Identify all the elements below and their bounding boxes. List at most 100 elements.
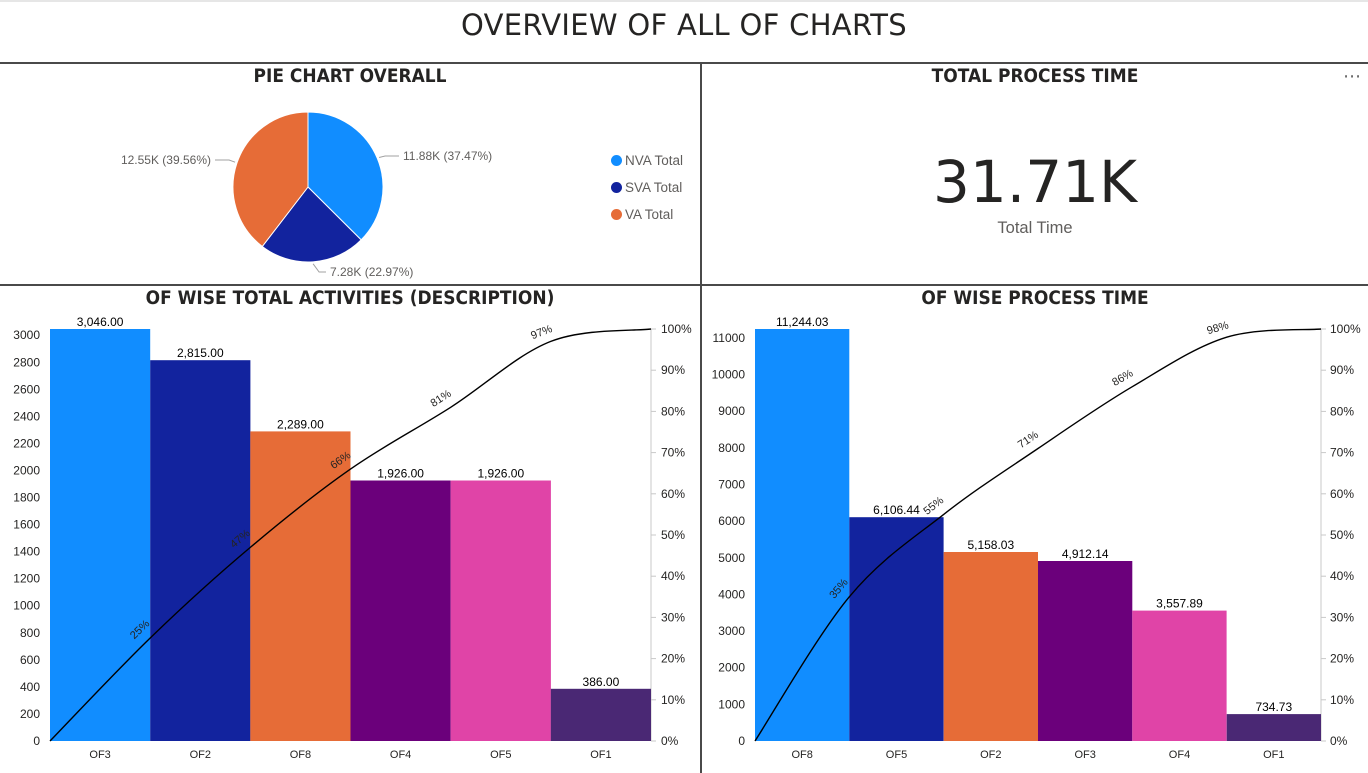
y2-tick-label: 80% <box>661 404 685 418</box>
y2-tick-label: 50% <box>661 528 685 542</box>
card-label: Total Time <box>997 219 1073 237</box>
y-tick-label: 1000 <box>718 697 745 711</box>
legend-label-sva: SVA Total <box>625 180 683 195</box>
x-tick-label: OF4 <box>390 749 411 761</box>
y2-tick-label: 90% <box>661 363 685 377</box>
y-tick-label: 8000 <box>718 441 745 455</box>
y2-tick-label: 70% <box>1330 446 1354 460</box>
y-tick-label: 0 <box>738 734 745 748</box>
pie-slice-nva-total <box>307 111 384 241</box>
bar-of3 <box>1038 561 1133 741</box>
pie-leader-line <box>378 155 399 158</box>
bar-of2 <box>150 360 251 741</box>
bar-value-label: 6,106.44 <box>873 503 920 517</box>
bar-value-label: 386.00 <box>583 675 620 689</box>
bar-of4 <box>350 480 451 741</box>
panel-divider-vertical <box>700 62 702 773</box>
legend-label-nva: NVA Total <box>625 153 684 168</box>
y-tick-label: 1800 <box>13 491 40 505</box>
y-tick-label: 2800 <box>13 355 40 369</box>
card-value: 31.71K <box>932 148 1138 216</box>
cumulative-label: 55% <box>921 494 946 517</box>
legend-item-va[interactable]: VA Total <box>611 207 673 222</box>
bar-value-label: 3,557.89 <box>1156 597 1203 611</box>
legend-label-va: VA Total <box>625 207 674 222</box>
x-tick-label: OF2 <box>980 749 1001 761</box>
y-tick-label: 0 <box>33 734 40 748</box>
cumulative-label: 97% <box>529 323 554 342</box>
card-title: TOTAL PROCESS TIME <box>931 66 1139 87</box>
x-tick-label: OF3 <box>89 749 110 761</box>
bar-value-label: 5,158.03 <box>967 538 1014 552</box>
cumulative-line <box>49 328 652 742</box>
bar-of8 <box>755 329 850 741</box>
y2-tick-label: 40% <box>661 569 685 583</box>
y2-tick-label: 10% <box>1330 693 1354 707</box>
bar-of5 <box>849 517 944 741</box>
bar-value-label: 3,046.00 <box>77 315 124 329</box>
panel-divider-middle <box>0 284 1368 286</box>
pie-chart: 11.88K (37.47%) 7.28K (22.97%) 12.55K (39.… <box>121 111 492 279</box>
pie-data-label: 11.88K (37.47%) <box>403 149 492 163</box>
bar-of4 <box>1132 610 1227 741</box>
bar-of3 <box>50 329 151 741</box>
y2-tick-label: 60% <box>1330 487 1354 501</box>
y-tick-label: 1400 <box>13 545 40 559</box>
activities-chart-title: OF WISE TOTAL ACTIVITIES (DESCRIPTION) <box>145 288 555 309</box>
process-time-chart-title: OF WISE PROCESS TIME <box>921 288 1149 309</box>
y-tick-label: 2600 <box>13 382 40 396</box>
bar-value-label: 1,926.00 <box>477 467 524 481</box>
x-tick-label: OF1 <box>590 749 611 761</box>
bar-value-label: 2,289.00 <box>277 417 324 431</box>
y2-tick-label: 10% <box>661 693 685 707</box>
y-tick-label: 10000 <box>712 368 746 382</box>
x-tick-label: OF5 <box>886 749 907 761</box>
y2-tick-label: 30% <box>1330 610 1354 624</box>
pie-data-label: 7.28K (22.97%) <box>330 265 413 279</box>
x-tick-label: OF8 <box>791 749 812 761</box>
y-tick-label: 1600 <box>13 518 40 532</box>
y2-tick-label: 100% <box>1330 322 1361 336</box>
pie-leader-line <box>312 263 326 273</box>
y-tick-label: 9000 <box>718 404 745 418</box>
top-rule <box>0 0 1368 2</box>
bar-value-label: 1,926.00 <box>377 467 424 481</box>
y2-tick-label: 0% <box>661 734 679 748</box>
bar-value-label: 2,815.00 <box>177 346 224 360</box>
y2-tick-label: 0% <box>1330 734 1348 748</box>
y-tick-label: 4000 <box>718 587 745 601</box>
more-options-icon[interactable]: ⋯ <box>1343 66 1362 86</box>
bar-of1 <box>550 688 651 741</box>
legend-item-sva[interactable]: SVA Total <box>611 180 682 195</box>
y-tick-label: 3000 <box>13 328 40 342</box>
y-tick-label: 200 <box>20 707 40 721</box>
cumulative-label: 71% <box>1016 429 1041 451</box>
bar-value-label: 4,912.14 <box>1062 547 1109 561</box>
y2-tick-label: 20% <box>661 652 685 666</box>
legend-item-nva[interactable]: NVA Total <box>611 153 683 168</box>
legend-dot-icon <box>611 209 622 220</box>
y-tick-label: 400 <box>20 680 40 694</box>
y2-tick-label: 100% <box>661 322 692 336</box>
bar-value-label: 11,244.03 <box>776 315 829 329</box>
cumulative-label: 98% <box>1206 319 1231 337</box>
page-title: OVERVIEW OF ALL OF CHARTS <box>460 8 908 42</box>
cumulative-label: 86% <box>1110 367 1135 389</box>
pie-slice-sva-total <box>261 186 362 263</box>
legend-dot-icon <box>611 155 622 166</box>
bar-of8 <box>250 431 351 741</box>
y-tick-label: 800 <box>20 626 40 640</box>
legend-dot-icon <box>611 182 622 193</box>
y-tick-label: 5000 <box>718 551 745 565</box>
cumulative-label: 81% <box>429 388 454 410</box>
x-tick-label: OF4 <box>1169 749 1190 761</box>
x-tick-label: OF3 <box>1074 749 1095 761</box>
bar-value-label: 734.73 <box>1255 700 1292 714</box>
y2-tick-label: 60% <box>661 487 685 501</box>
y2-tick-label: 30% <box>661 610 685 624</box>
y-tick-label: 2400 <box>13 409 40 423</box>
y-tick-label: 1200 <box>13 572 40 586</box>
y-tick-label: 2200 <box>13 436 40 450</box>
y-tick-label: 2000 <box>13 464 40 478</box>
y-tick-label: 7000 <box>718 478 745 492</box>
